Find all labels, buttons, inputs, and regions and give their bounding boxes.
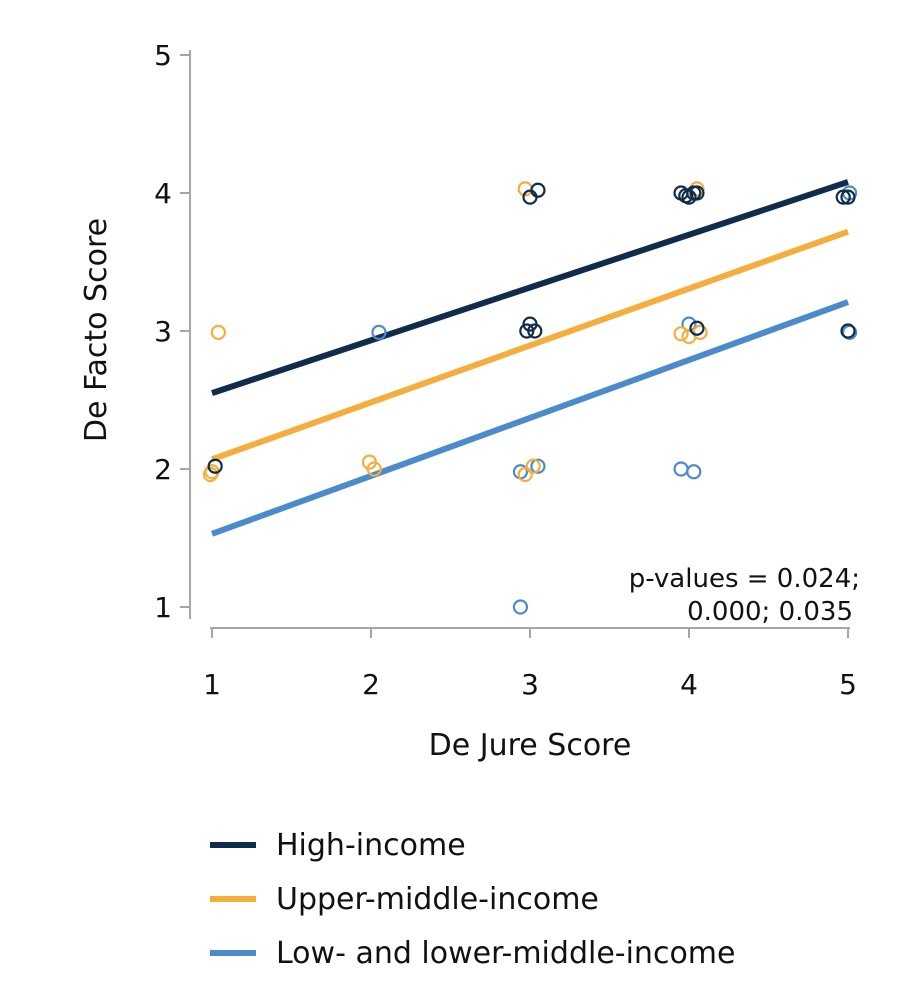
data-point-series-0 bbox=[519, 323, 535, 339]
data-point-series-2 bbox=[686, 464, 702, 480]
y-tick-label: 2 bbox=[154, 453, 172, 486]
y-axis-title: De Facto Score bbox=[79, 218, 114, 442]
data-point-series-0 bbox=[689, 320, 705, 336]
legend-item-upper-middle-income: Upper-middle-income bbox=[210, 872, 735, 926]
data-point-series-0 bbox=[530, 182, 546, 198]
data-point-series-0 bbox=[681, 189, 697, 205]
data-point-series-0 bbox=[527, 323, 543, 339]
x-tick-label: 5 bbox=[839, 668, 857, 701]
data-points bbox=[202, 181, 858, 615]
legend-item-high-income: High-income bbox=[210, 818, 735, 872]
data-point-series-0 bbox=[840, 323, 856, 339]
data-point-series-1 bbox=[673, 326, 689, 342]
y-tick-label: 3 bbox=[154, 315, 172, 348]
x-tick-label: 3 bbox=[521, 668, 539, 701]
data-point-series-1 bbox=[210, 324, 226, 340]
legend-label: Low- and lower-middle-income bbox=[276, 935, 736, 971]
fit-line-series-2 bbox=[210, 299, 850, 537]
data-point-series-1 bbox=[692, 324, 708, 340]
data-point-series-1 bbox=[517, 466, 533, 483]
x-tick-label: 4 bbox=[680, 668, 698, 701]
data-point-series-2 bbox=[673, 461, 689, 477]
x-tick-label: 2 bbox=[362, 668, 380, 701]
p-values-annotation-line-2: 0.000; 0.035 bbox=[687, 597, 853, 627]
data-point-series-2 bbox=[530, 458, 546, 474]
data-point-series-2 bbox=[371, 324, 387, 340]
data-point-series-0 bbox=[207, 458, 223, 474]
legend-item-low-lower-middle-income: Low- and lower-middle-income bbox=[210, 926, 735, 980]
fit-line-series-0 bbox=[211, 179, 849, 396]
y-tick-label: 1 bbox=[154, 591, 172, 624]
data-point-series-1 bbox=[525, 458, 541, 474]
data-point-series-1 bbox=[202, 466, 219, 483]
fit-line-series-1 bbox=[210, 228, 850, 463]
x-axis-title: De Jure Score bbox=[429, 728, 632, 763]
data-point-series-0 bbox=[835, 189, 851, 205]
x-axis: 1 2 3 4 5 bbox=[203, 627, 857, 701]
x-tick-label: 1 bbox=[203, 668, 221, 701]
data-point-series-1 bbox=[366, 461, 382, 477]
legend-label: High-income bbox=[276, 827, 466, 863]
data-point-series-0 bbox=[840, 189, 856, 205]
data-point-series-2 bbox=[512, 599, 529, 615]
legend-swatch-upper-middle-income bbox=[210, 896, 256, 902]
fit-lines bbox=[210, 179, 850, 537]
legend: High-income Upper-middle-income Low- and… bbox=[210, 818, 735, 980]
y-tick-label: 4 bbox=[154, 177, 172, 210]
data-point-series-2 bbox=[841, 324, 858, 340]
legend-swatch-low-lower-middle-income bbox=[210, 950, 256, 956]
legend-label: Upper-middle-income bbox=[276, 881, 599, 917]
legend-swatch-high-income bbox=[210, 842, 256, 848]
y-axis: 1 2 3 4 5 bbox=[154, 39, 191, 624]
y-tick-label: 5 bbox=[154, 39, 172, 72]
data-point-series-1 bbox=[689, 181, 705, 197]
p-values-annotation-line-1: p-values = 0.024; bbox=[629, 564, 860, 594]
data-point-series-0 bbox=[689, 185, 705, 201]
